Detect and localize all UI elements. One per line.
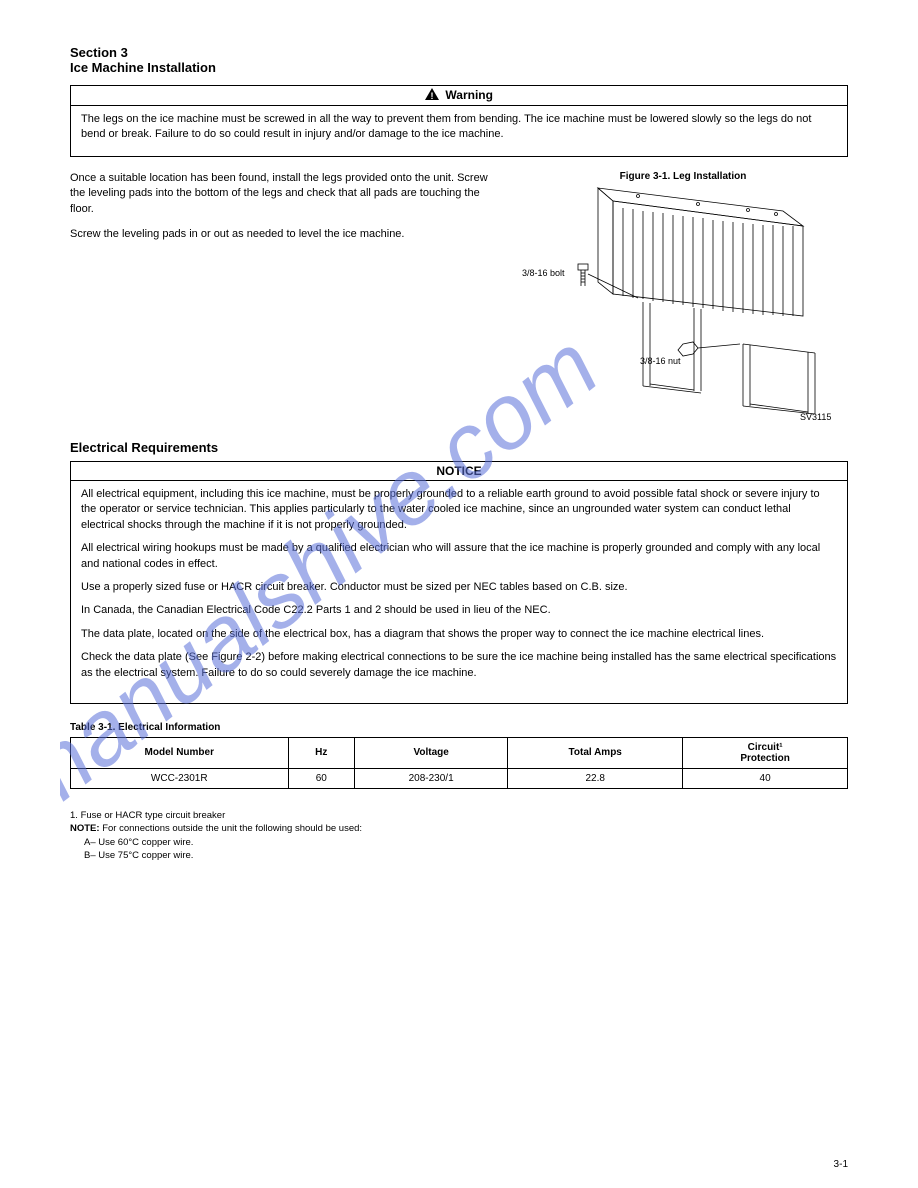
notice-p4: In Canada, the Canadian Electrical Code … <box>81 603 837 618</box>
part-number-label: SV3115 <box>800 412 831 422</box>
svg-text:!: ! <box>431 91 434 100</box>
warning-triangle-icon: ! <box>425 88 439 103</box>
section-title: Ice Machine Installation <box>70 60 848 75</box>
warning-box: ! Warning The legs on the ice machine mu… <box>70 85 848 157</box>
table-header-row: Model Number Hz Voltage Total Amps Circu… <box>71 737 848 768</box>
notice-p5: The data plate, located on the side of t… <box>81 627 837 642</box>
figure-caption: Figure 3-1. Leg Installation <box>518 171 848 182</box>
electrical-heading: Electrical Requirements <box>70 440 848 455</box>
note-text: For connections outside the unit the fol… <box>102 823 362 834</box>
install-p1: Once a suitable location has been found,… <box>70 171 498 217</box>
footnote-1: 1. Fuse or HACR type circuit breaker <box>70 809 848 822</box>
th-protection: Circuit¹ Protection <box>683 737 848 768</box>
notice-p1: All electrical equipment, including this… <box>81 487 837 533</box>
figure-col: Figure 3-1. Leg Installation <box>518 171 848 426</box>
td-protection: 40 <box>683 768 848 788</box>
warning-label: Warning <box>445 88 493 102</box>
th-protection-line2: Protection <box>740 753 789 764</box>
footnotes: 1. Fuse or HACR type circuit breaker NOT… <box>70 809 848 862</box>
page-header: Section 3 Ice Machine Installation <box>70 45 848 75</box>
note-label: NOTE: <box>70 823 100 834</box>
section-number: Section 3 <box>70 45 848 60</box>
leg-install-figure: 3/8-16 bolt 3/8-16 nut SV3115 <box>518 186 838 426</box>
bolt-label: 3/8-16 bolt <box>522 268 565 278</box>
notice-p2: All electrical wiring hookups must be ma… <box>81 541 837 572</box>
warning-body: The legs on the ice machine must be scre… <box>71 106 847 156</box>
notice-p3: Use a properly sized fuse or HACR circui… <box>81 580 837 595</box>
nut-label: 3/8-16 nut <box>640 356 681 366</box>
electrical-table: Model Number Hz Voltage Total Amps Circu… <box>70 737 848 789</box>
warning-heading: ! Warning <box>71 86 847 106</box>
install-p2: Screw the leveling pads in or out as nee… <box>70 227 498 242</box>
footnote-1-text: Fuse or HACR type circuit breaker <box>81 810 226 821</box>
footnote-1-num: 1. <box>70 810 78 821</box>
td-model: WCC-2301R <box>71 768 289 788</box>
notice-p6: Check the data plate (See Figure 2-2) be… <box>81 650 837 681</box>
table-row: WCC-2301R 60 208-230/1 22.8 40 <box>71 768 848 788</box>
footnote-item-b: B– Use 75°C copper wire. <box>70 849 848 862</box>
th-protection-line1: Circuit¹ <box>748 742 783 753</box>
install-row: Once a suitable location has been found,… <box>70 171 848 426</box>
notice-box: NOTICE All electrical equipment, includi… <box>70 461 848 704</box>
th-voltage: Voltage <box>355 737 508 768</box>
page-number: 3-1 <box>834 1159 848 1170</box>
notice-body: All electrical equipment, including this… <box>71 481 847 703</box>
th-amps: Total Amps <box>508 737 683 768</box>
th-hz: Hz <box>288 737 355 768</box>
table-caption: Table 3-1. Electrical Information <box>70 722 848 733</box>
install-text: Once a suitable location has been found,… <box>70 171 498 426</box>
td-hz: 60 <box>288 768 355 788</box>
td-voltage: 208-230/1 <box>355 768 508 788</box>
footnote-item-a: A– Use 60°C copper wire. <box>70 836 848 849</box>
footnote-note: NOTE: For connections outside the unit t… <box>70 822 848 835</box>
notice-heading: NOTICE <box>71 462 847 481</box>
th-model: Model Number <box>71 737 289 768</box>
td-amps: 22.8 <box>508 768 683 788</box>
